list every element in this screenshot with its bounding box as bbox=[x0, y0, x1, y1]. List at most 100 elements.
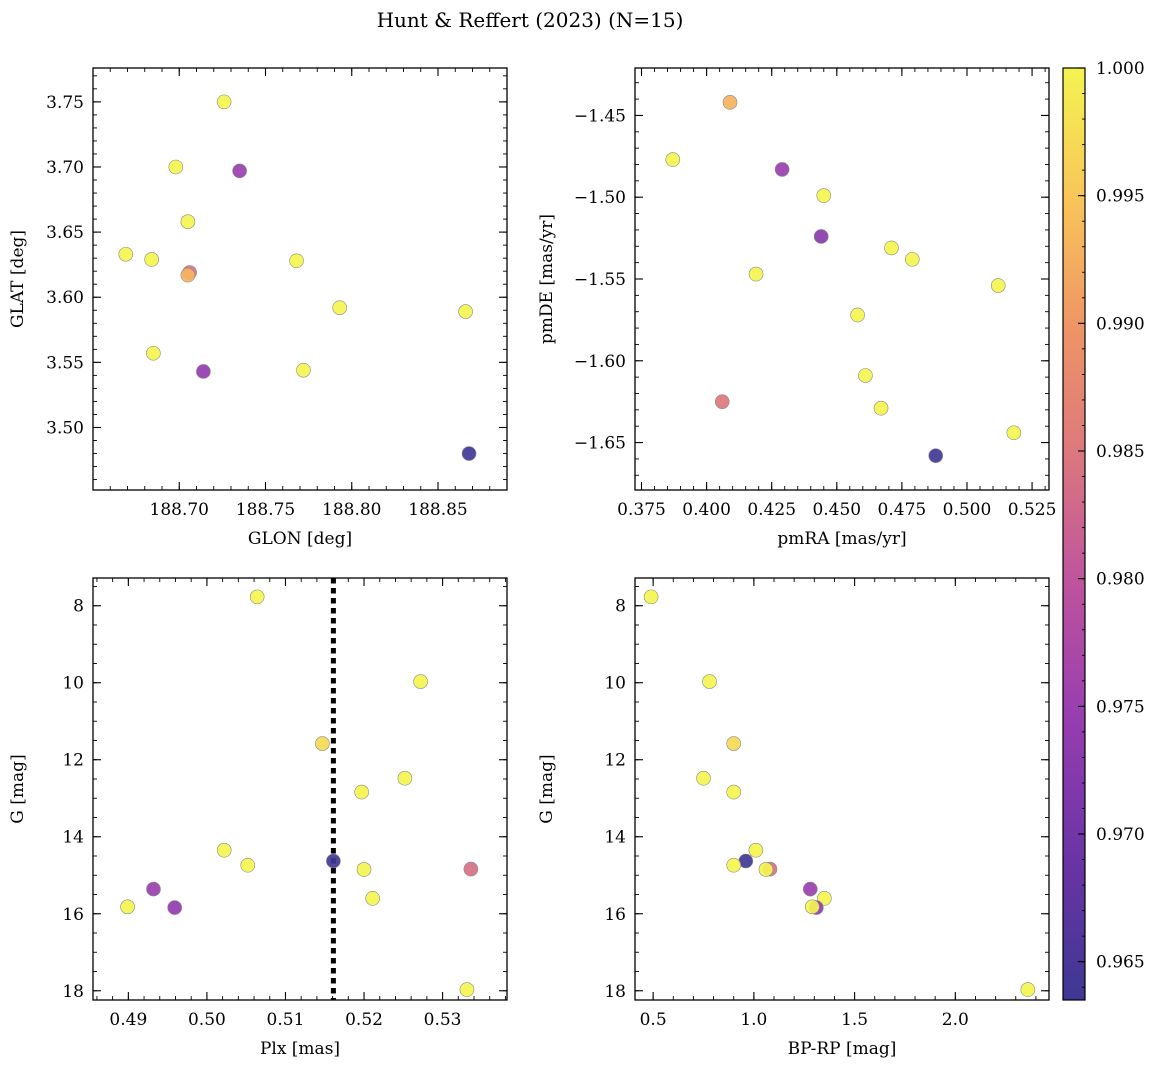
scatter-point bbox=[146, 881, 161, 897]
x-tick-label: 188.80 bbox=[322, 500, 381, 520]
y-axis-label: G [mag] bbox=[537, 754, 557, 823]
y-tick-label: 8 bbox=[73, 597, 84, 617]
y-axis-label: pmDE [mas/yr] bbox=[537, 214, 557, 344]
scatter-point bbox=[356, 862, 372, 877]
scatter-point bbox=[726, 736, 742, 751]
axes-frame bbox=[634, 67, 1050, 491]
x-tick-label: 0.5 bbox=[640, 1010, 667, 1030]
scatter-point bbox=[726, 857, 742, 873]
scatter-point bbox=[332, 300, 347, 315]
scatter-point bbox=[804, 899, 820, 915]
y-tick-label: 3.50 bbox=[46, 418, 84, 438]
scatter-point bbox=[144, 252, 159, 267]
x-tick-label: 0.49 bbox=[109, 1010, 147, 1030]
y-tick-label: −1.55 bbox=[574, 270, 626, 290]
x-tick-label: 0.400 bbox=[682, 500, 731, 520]
y-tick-label: 16 bbox=[604, 905, 626, 925]
y-tick-label: 10 bbox=[604, 674, 626, 694]
y-tick-label: 8 bbox=[615, 597, 626, 617]
colorbar-tick-label: 0.995 bbox=[1096, 187, 1145, 207]
scatter-point bbox=[118, 246, 134, 262]
scatter-point bbox=[168, 159, 184, 175]
scatter-point bbox=[326, 853, 341, 869]
x-tick-label: 0.525 bbox=[1008, 500, 1057, 520]
y-tick-label: 10 bbox=[62, 674, 84, 694]
x-tick-label: 1.5 bbox=[841, 1010, 868, 1030]
y-tick-label: 12 bbox=[604, 751, 626, 771]
scatter-point bbox=[643, 589, 659, 605]
x-tick-label: 0.52 bbox=[345, 1010, 383, 1030]
x-tick-label: 188.75 bbox=[236, 500, 295, 520]
y-tick-label: −1.60 bbox=[574, 352, 626, 372]
scatter-point bbox=[758, 862, 774, 877]
x-tick-label: 2.0 bbox=[942, 1010, 969, 1030]
scatter-point bbox=[240, 857, 256, 873]
panel-plx-g: 0.49 0.50 0.51 0.52 0.53 8 10 12 14 16 18 Plx [mas]… bbox=[8, 577, 508, 1059]
panel-pmra-pmde: 0.375 0.400 0.425 0.450 0.475 0.500 0.525 −1.65… bbox=[537, 67, 1057, 549]
scatter-point bbox=[1006, 425, 1022, 441]
x-tick-label: 0.450 bbox=[812, 500, 861, 520]
x-tick-label: 0.375 bbox=[617, 500, 666, 520]
scatter-point bbox=[315, 736, 330, 751]
colorbar-tick-label: 0.990 bbox=[1096, 314, 1145, 334]
scatter-point bbox=[463, 861, 479, 877]
y-tick-label: 14 bbox=[62, 828, 84, 848]
x-tick-label: 0.425 bbox=[747, 500, 796, 520]
y-tick-label: 12 bbox=[62, 751, 84, 771]
scatter-point bbox=[180, 267, 196, 283]
scatter-point bbox=[884, 240, 899, 256]
scatter-point bbox=[774, 162, 790, 177]
scatter-point bbox=[696, 770, 711, 786]
x-tick-label: 188.70 bbox=[150, 500, 209, 520]
y-axis-label: G [mag] bbox=[8, 754, 28, 823]
scatter-point bbox=[802, 881, 818, 897]
scatter-point bbox=[120, 899, 135, 915]
colorbar-tick-label: 1.000 bbox=[1096, 59, 1145, 79]
scatter-point bbox=[461, 446, 477, 461]
scatter-point bbox=[146, 345, 161, 361]
y-tick-label: 18 bbox=[604, 982, 626, 1002]
axes-frame bbox=[92, 67, 508, 491]
y-tick-label: 3.55 bbox=[46, 353, 84, 373]
figure-title: Hunt & Reffert (2023) (N=15) bbox=[377, 8, 684, 32]
scatter-point bbox=[816, 188, 832, 203]
scatter-point bbox=[873, 400, 889, 416]
scatter-point bbox=[850, 307, 865, 323]
x-tick-label: 188.85 bbox=[408, 500, 467, 520]
y-tick-label: −1.65 bbox=[574, 434, 626, 454]
x-tick-label: 0.500 bbox=[943, 500, 992, 520]
axes-frame bbox=[634, 577, 1050, 1001]
x-tick-label: 0.53 bbox=[424, 1010, 462, 1030]
y-tick-label: 18 bbox=[62, 982, 84, 1002]
scatter-point bbox=[817, 891, 832, 906]
y-tick-label: −1.50 bbox=[574, 188, 626, 208]
scatter-point bbox=[458, 304, 473, 319]
panel-glon-glat: 188.70 188.75 188.80 188.85 3.50 3.55 3.60 3.65… bbox=[8, 67, 508, 549]
x-tick-label: 0.475 bbox=[878, 500, 927, 520]
scatter-point bbox=[928, 448, 944, 463]
scatter-point bbox=[665, 152, 681, 167]
scatter-point bbox=[365, 891, 380, 906]
y-tick-label: 3.70 bbox=[46, 158, 84, 178]
scatter-point bbox=[722, 95, 738, 110]
scatter-point bbox=[216, 842, 232, 858]
scatter-point bbox=[1020, 982, 1036, 997]
scatter-point bbox=[354, 784, 369, 800]
scatter-point bbox=[180, 214, 196, 229]
scatter-point bbox=[196, 364, 211, 379]
y-tick-label: 3.60 bbox=[46, 288, 84, 308]
colorbar-gradient bbox=[1062, 67, 1086, 1001]
scatter-point bbox=[858, 368, 873, 383]
scatter-point bbox=[726, 784, 742, 800]
scatter-point bbox=[748, 842, 764, 858]
scatter-point bbox=[905, 252, 920, 267]
x-tick-label: 1.0 bbox=[740, 1010, 767, 1030]
x-tick-label: 0.51 bbox=[267, 1010, 305, 1030]
scatter-point bbox=[296, 362, 311, 378]
axes-frame bbox=[92, 577, 508, 1001]
y-tick-label: 3.65 bbox=[46, 223, 84, 243]
colorbar-tick-label: 0.980 bbox=[1096, 570, 1145, 590]
y-axis-label: GLAT [deg] bbox=[8, 230, 28, 328]
y-tick-label: −1.45 bbox=[574, 106, 626, 126]
scatter-point bbox=[714, 394, 730, 409]
